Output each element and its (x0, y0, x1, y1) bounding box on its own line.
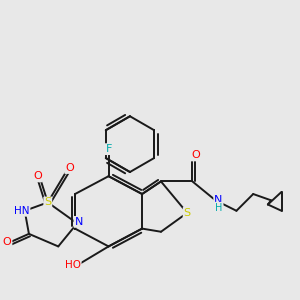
Text: F: F (105, 144, 112, 154)
Text: O: O (3, 237, 11, 247)
Text: O: O (33, 171, 42, 182)
Text: HO: HO (65, 260, 81, 270)
Text: N: N (214, 195, 223, 205)
Text: O: O (65, 163, 74, 173)
Text: S: S (184, 208, 191, 218)
Text: S: S (44, 197, 51, 207)
Text: O: O (191, 150, 200, 161)
Text: HN: HN (14, 206, 29, 216)
Text: H: H (215, 202, 222, 213)
Text: N: N (74, 217, 83, 227)
